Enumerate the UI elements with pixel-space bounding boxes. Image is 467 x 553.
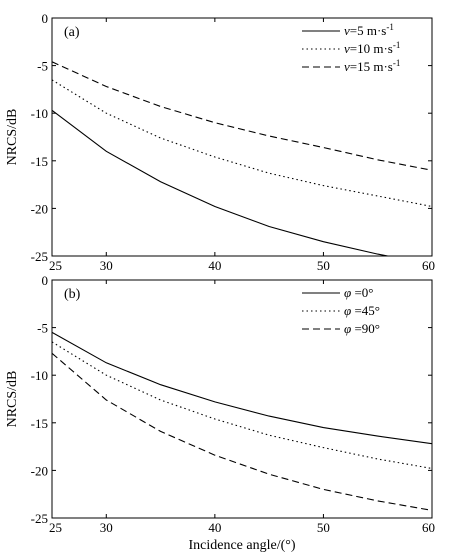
legend-variable: φ xyxy=(344,303,351,318)
legend-variable: v xyxy=(344,59,350,74)
legend-superscript: -1 xyxy=(393,58,401,68)
legend-variable: v xyxy=(344,23,350,38)
legend-variable: v xyxy=(344,41,350,56)
series-line-0 xyxy=(52,331,432,445)
y-tick-label: 0 xyxy=(42,11,49,26)
series-line-1 xyxy=(52,79,432,208)
legend-superscript: -1 xyxy=(386,22,394,32)
legend-text: =45° xyxy=(351,303,380,318)
legend-entry-1: v=10 m·s-1 xyxy=(344,40,400,56)
legend-entry-1: φ =45° xyxy=(344,303,380,318)
legend-text: =90° xyxy=(351,321,380,336)
chart-panel-b: 25 30 40 50 60 0 -5 -10 -15 -20 -25 NRCS/dB Incidenc… xyxy=(5,273,435,553)
y-tick-label: -15 xyxy=(31,416,48,431)
legend-variable: φ xyxy=(344,321,351,336)
x-tick-label: 40 xyxy=(208,520,221,535)
y-axis-label: NRCS/dB xyxy=(5,371,20,428)
panel-label: (b) xyxy=(64,287,81,302)
panel-label: (a) xyxy=(64,25,80,40)
legend-entry-2: v=15 m·s-1 xyxy=(344,58,400,74)
y-tick-label: -25 xyxy=(31,511,48,526)
series-line-2 xyxy=(52,352,432,511)
legend-entry-0: φ =0° xyxy=(344,285,373,300)
legend-text: =5 m·s xyxy=(350,23,387,38)
series-line-0 xyxy=(52,109,391,256)
y-tick-label: 0 xyxy=(42,273,49,288)
legend-text: =15 m·s xyxy=(350,59,393,74)
legend-entry-2: φ =90° xyxy=(344,321,380,336)
x-tick-label: 60 xyxy=(422,258,435,273)
y-tick-label: -15 xyxy=(31,154,48,169)
plot-frame xyxy=(51,17,433,257)
legend-text: =0° xyxy=(351,285,373,300)
legend-text: =10 m·s xyxy=(350,41,393,56)
x-axis-label: Incidence angle/(°) xyxy=(188,538,295,553)
x-tick-label: 30 xyxy=(100,258,113,273)
legend-variable: φ xyxy=(344,285,351,300)
y-tick-label: -20 xyxy=(31,201,48,216)
y-tick-label: -5 xyxy=(37,321,48,336)
x-tick-label: 60 xyxy=(422,520,435,535)
y-axis-label: NRCS/dB xyxy=(5,109,20,166)
x-tick-label: 30 xyxy=(100,520,113,535)
y-tick-label: -20 xyxy=(31,463,48,478)
legend-entry-0: v=5 m·s-1 xyxy=(344,22,394,38)
x-tick-label: 50 xyxy=(317,520,330,535)
x-tick-label: 40 xyxy=(208,258,221,273)
legend-superscript: -1 xyxy=(393,40,401,50)
y-tick-label: -5 xyxy=(37,59,48,74)
series-line-1 xyxy=(52,341,432,470)
series-line-2 xyxy=(52,61,432,171)
x-tick-label: 25 xyxy=(49,520,62,535)
y-tick-label: -25 xyxy=(31,249,48,264)
y-tick-label: -10 xyxy=(31,368,48,383)
x-tick-label: 25 xyxy=(49,258,62,273)
y-tick-label: -10 xyxy=(31,106,48,121)
x-tick-label: 50 xyxy=(317,258,330,273)
plot-frame xyxy=(51,279,433,519)
